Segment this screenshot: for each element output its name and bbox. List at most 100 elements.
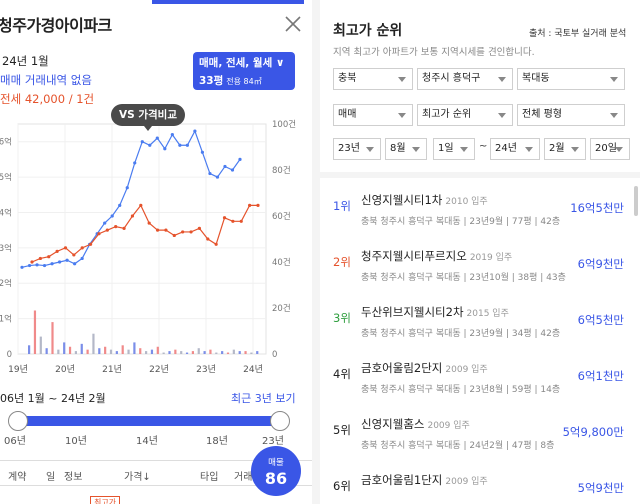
section-divider	[320, 172, 640, 178]
price-point	[57, 260, 62, 264]
jeonse-summary-text: 전세 42,000 / 1건	[0, 92, 95, 106]
area-label: 전용 84㎡	[226, 77, 262, 86]
rank-build-year: 2009 입주	[445, 477, 488, 487]
rank-apartment-name[interactable]: 두산위브지웰시티2차 2015 입주	[361, 305, 509, 319]
rank-apartment-name[interactable]: 금호어울림2단지 2009 입주	[361, 361, 488, 375]
rank-apartment-name[interactable]: 신영지웰홈스 2009 입주	[361, 417, 470, 431]
rank-meta: 충북 청주시 흥덕구 복대동 | 24년2월 | 47평 | 8층	[361, 441, 555, 451]
dong-select[interactable]: 복대동	[517, 68, 625, 90]
price-point	[222, 216, 227, 220]
ranking-item[interactable]: 5위 신영지웰홈스 2009 입주 충북 청주시 흥덕구 복대동 | 24년2월 …	[320, 410, 640, 456]
price-point	[214, 242, 218, 246]
ranking-title: 최고가 순위	[333, 23, 403, 39]
period-slider-start-handle[interactable]	[8, 411, 28, 431]
volume-bar	[51, 322, 54, 354]
x-tick-label: 20년	[55, 364, 75, 375]
column-header-contract[interactable]: 계약	[8, 472, 27, 483]
ranking-item[interactable]: 2위 청주지웰시티푸르지오 2019 입주 충북 청주시 흥덕구 복대동 | 23…	[320, 242, 640, 288]
volume-bar	[33, 310, 37, 354]
price-point	[63, 246, 68, 250]
listings-button[interactable]: 매물 86	[251, 446, 301, 496]
volume-bar	[150, 349, 154, 354]
sido-select[interactable]: 충북	[333, 68, 413, 90]
volume-bar	[121, 345, 124, 354]
sigungu-select[interactable]: 청주시 흥덕구	[417, 68, 513, 90]
ranking-item[interactable]: 1위 신영지웰시티1차 2010 입주 충북 청주시 흥덕구 복대동 | 23년9…	[320, 186, 640, 232]
price-point	[122, 226, 126, 230]
volume-bar	[145, 351, 148, 354]
y-tick-label-right: 40건	[272, 257, 291, 268]
volume-bar	[209, 349, 212, 354]
volume-bar	[92, 333, 95, 354]
y-tick-label-right: 100건	[272, 119, 296, 130]
to-month-select[interactable]: 2월	[544, 138, 586, 160]
x-tick-label: 24년	[243, 364, 263, 375]
period-slider-ticks: 06년 10년 14년 18년 23년	[0, 432, 312, 447]
price-point	[72, 253, 76, 257]
rank-number: 3위	[333, 311, 351, 325]
period-slider-end-handle[interactable]	[270, 411, 290, 431]
plot-frame	[17, 123, 267, 355]
slider-tick: 14년	[136, 436, 158, 447]
price-point	[178, 143, 182, 147]
from-year-select[interactable]: 23년	[333, 138, 381, 160]
ranking-item[interactable]: 3위 두산위브지웰시티2차 2015 입주 충북 청주시 흥덕구 복대동 | 23…	[320, 298, 640, 344]
rank-build-year: 2009 입주	[427, 421, 470, 431]
price-point	[238, 157, 242, 161]
ranking-item[interactable]: 4위 금호어울림2단지 2009 입주 충북 청주시 흥덕구 복대동 | 23년8…	[320, 354, 640, 400]
recent-3-years-link[interactable]: 최근 3년 보기	[231, 392, 296, 405]
sort-select[interactable]: 최고가 순위	[417, 104, 513, 126]
y-tick-label-left: 1억	[0, 314, 12, 325]
to-year-select[interactable]: 24년	[490, 138, 540, 160]
size-select[interactable]: 전체 평형	[517, 104, 625, 126]
trade-type-select[interactable]: 매매	[333, 104, 413, 126]
x-tick-label: 21년	[102, 364, 122, 375]
ranking-scrollbar[interactable]	[634, 186, 638, 216]
price-series-line	[31, 204, 258, 263]
ranking-item[interactable]: 6위 금호어울림1단지 2009 입주 5억9천만	[320, 466, 640, 504]
column-header-day[interactable]: 일	[46, 472, 56, 483]
rank-apartment-name[interactable]: 신영지웰시티1차 2010 입주	[361, 193, 488, 207]
volume-bar	[197, 348, 200, 354]
price-point	[118, 203, 122, 207]
from-day-select[interactable]: 1일	[433, 138, 475, 160]
y-tick-label-left: 0	[7, 350, 12, 360]
column-header-type[interactable]: 타입	[200, 472, 219, 483]
price-point	[139, 203, 143, 207]
column-header-trade[interactable]: 거래	[234, 472, 253, 483]
volume-bar	[221, 351, 224, 354]
volume-bar	[232, 349, 235, 354]
slider-tick: 18년	[206, 436, 228, 447]
trade-filter-button[interactable]: 매매, 전세, 월세 ∨ 33평 전용 84㎡	[193, 52, 295, 90]
rank-price: 6억1천만	[577, 369, 624, 383]
rank-apartment-name[interactable]: 금호어울림1단지 2009 입주	[361, 473, 488, 487]
volume-bar	[104, 346, 107, 354]
price-chart: 0 1억 2억 3억 4억 5억 6억 0 20건 40건 60건 80건 100건 19년 20년 21년 2…	[0, 119, 296, 375]
volume-bar	[74, 351, 77, 354]
volume-bar	[256, 351, 259, 354]
apartment-title: 청주가경아이파크	[0, 16, 112, 35]
chevron-down-icon: ∨	[275, 57, 285, 69]
price-point	[181, 230, 185, 234]
close-icon[interactable]	[283, 14, 303, 34]
volume-bar	[174, 349, 177, 354]
to-day-select[interactable]: 20일	[590, 138, 630, 160]
price-point	[114, 225, 118, 229]
rank-apartment-name[interactable]: 청주지웰시티푸르지오 2019 입주	[361, 249, 513, 263]
rank-number: 5위	[333, 423, 351, 437]
period-slider-track[interactable]	[10, 416, 280, 426]
column-header-info[interactable]: 정보	[64, 472, 83, 483]
y-tick-label-left: 3억	[0, 243, 12, 254]
y-tick-label-right: 0	[272, 350, 277, 360]
price-point	[140, 140, 144, 144]
price-point	[97, 232, 101, 236]
volume-bar	[250, 352, 253, 354]
volume-bar	[127, 349, 130, 354]
compare-price-button[interactable]: VS 가격비교	[111, 104, 185, 131]
column-header-price[interactable]: 가격↓	[124, 472, 151, 483]
from-month-select[interactable]: 8월	[385, 138, 427, 160]
rank-price: 5억9,800만	[562, 425, 624, 439]
price-point	[231, 219, 235, 223]
rank-price: 5억9천만	[577, 481, 624, 495]
top-price-badge: 최고가	[90, 496, 120, 504]
